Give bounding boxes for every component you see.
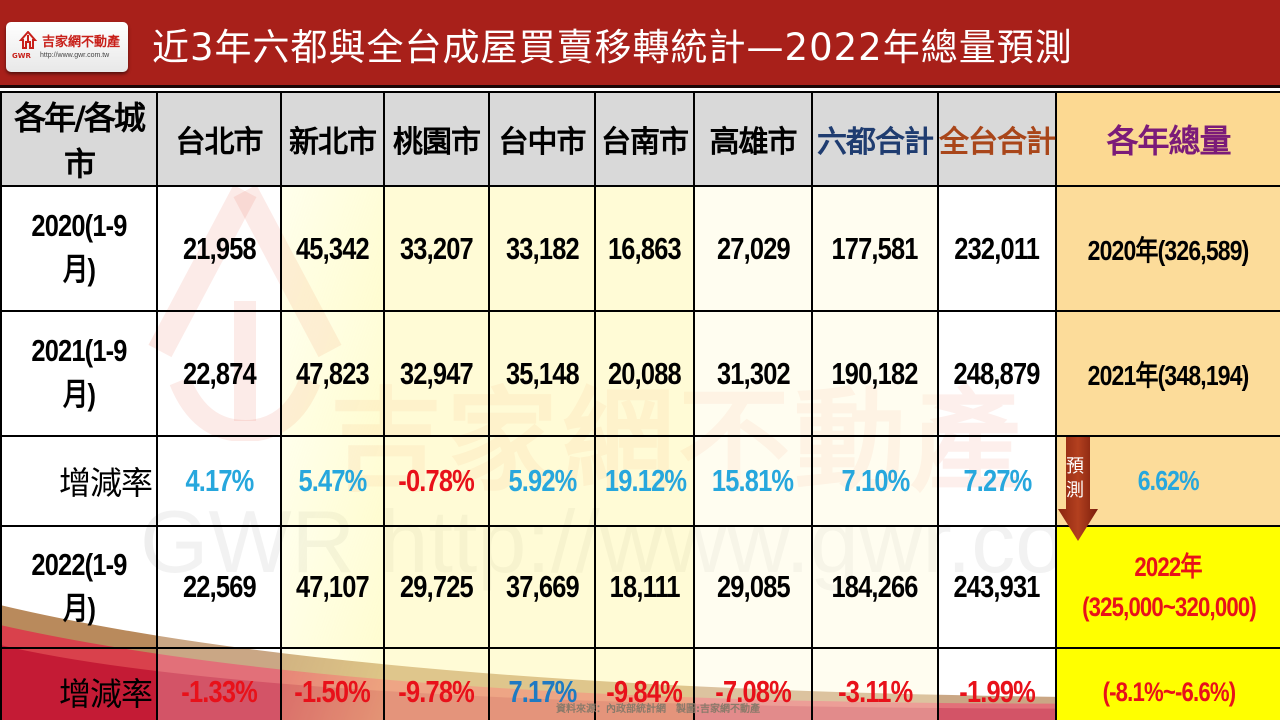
row-label: 增減率 xyxy=(0,647,158,720)
cell-new-taipei: 45,342 xyxy=(280,185,385,312)
cell-taipei: 21,958 xyxy=(156,185,282,312)
forecast-label: 預測 xyxy=(1066,456,1084,501)
table-row-change-rate: 增減率 4.17% 5.47% -0.78% 5.92% 19.12% 15.8… xyxy=(0,435,1280,527)
col-header-national-total: 全台合計 xyxy=(937,91,1057,187)
cell-six-total: -3.11% xyxy=(811,647,939,720)
cell-tainan: 16,863 xyxy=(594,185,695,312)
cell-taoyuan: 33,207 xyxy=(383,185,490,312)
cell-national-total: 7.27% xyxy=(937,435,1057,527)
cell-new-taipei: 47,107 xyxy=(280,525,385,649)
cell-taoyuan: 29,725 xyxy=(383,525,490,649)
title-bar: 吉家網不動產 GWR http://www.gwr.com.tw 近3年六都與全… xyxy=(0,0,1280,88)
cell-taipei: 4.17% xyxy=(156,435,282,527)
col-header-kaohsiung: 高雄市 xyxy=(693,91,813,187)
cell-taichung: 33,182 xyxy=(488,185,596,312)
cell-kaohsiung: 27,029 xyxy=(693,185,813,312)
col-header-six-cities-total: 六都合計 xyxy=(811,91,939,187)
logo-url: http://www.gwr.com.tw xyxy=(40,52,110,59)
cell-six-total: 7.10% xyxy=(811,435,939,527)
cell-national-total: -1.99% xyxy=(937,647,1057,720)
row-label: 2022(1-9月) xyxy=(0,525,158,649)
row-label: 2020(1-9月) xyxy=(0,185,158,312)
row-label: 增減率 xyxy=(0,435,158,527)
cell-taoyuan: -9.78% xyxy=(383,647,490,720)
cell-tainan: 20,088 xyxy=(594,310,695,437)
cell-taichung: 5.92% xyxy=(488,435,596,527)
cell-kaohsiung: 31,302 xyxy=(693,310,813,437)
cell-six-total: 190,182 xyxy=(811,310,939,437)
cell-national-total: 248,879 xyxy=(937,310,1057,437)
cell-kaohsiung: 29,085 xyxy=(693,525,813,649)
cell-taipei: 22,569 xyxy=(156,525,282,649)
cell-kaohsiung: 15.81% xyxy=(693,435,813,527)
cell-taipei: 22,874 xyxy=(156,310,282,437)
cell-annual-total: 2020年(326,589) xyxy=(1055,185,1280,312)
house-logo-icon xyxy=(18,31,38,49)
col-header-year-city: 各年/各城市 xyxy=(0,91,158,187)
cell-six-total: 177,581 xyxy=(811,185,939,312)
cell-annual-total-forecast: 2022年 (325,000~320,000) xyxy=(1055,525,1280,649)
cell-annual-total-change: (-8.1%~-6.6%) xyxy=(1055,647,1280,720)
data-table: 各年/各城市 台北市 新北市 桃園市 台中市 台南市 高雄市 六都合計 全台合計… xyxy=(0,91,1280,720)
cell-taichung: 37,669 xyxy=(488,525,596,649)
col-header-tainan: 台南市 xyxy=(594,91,695,187)
cell-taipei: -1.33% xyxy=(156,647,282,720)
row-label: 2021(1-9月) xyxy=(0,310,158,437)
cell-national-total: 232,011 xyxy=(937,185,1057,312)
col-header-taipei: 台北市 xyxy=(156,91,282,187)
cell-kaohsiung: -7.08% xyxy=(693,647,813,720)
col-header-taoyuan: 桃園市 xyxy=(383,91,490,187)
col-header-taichung: 台中市 xyxy=(488,91,596,187)
cell-new-taipei: -1.50% xyxy=(280,647,385,720)
logo: 吉家網不動產 GWR http://www.gwr.com.tw xyxy=(6,22,128,72)
cell-taichung: 7.17% xyxy=(488,647,596,720)
cell-new-taipei: 47,823 xyxy=(280,310,385,437)
cell-annual-total: 2021年(348,194) xyxy=(1055,310,1280,437)
cell-taichung: 35,148 xyxy=(488,310,596,437)
logo-name: 吉家網不動產 xyxy=(42,35,121,50)
cell-six-total: 184,266 xyxy=(811,525,939,649)
table-row: 2020(1-9月) 21,958 45,342 33,207 33,182 1… xyxy=(0,185,1280,312)
cell-tainan: -9.84% xyxy=(594,647,695,720)
header-row: 各年/各城市 台北市 新北市 桃園市 台中市 台南市 高雄市 六都合計 全台合計… xyxy=(0,91,1280,187)
col-header-annual-total: 各年總量 xyxy=(1055,91,1280,187)
cell-taoyuan: -0.78% xyxy=(383,435,490,527)
col-header-new-taipei: 新北市 xyxy=(280,91,385,187)
cell-new-taipei: 5.47% xyxy=(280,435,385,527)
cell-tainan: 19.12% xyxy=(594,435,695,527)
logo-abbr: GWR xyxy=(12,52,31,60)
cell-taoyuan: 32,947 xyxy=(383,310,490,437)
table-row: 2022(1-9月) 22,569 47,107 29,725 37,669 1… xyxy=(0,525,1280,649)
cell-national-total: 243,931 xyxy=(937,525,1057,649)
table-row-change-rate: 增減率 -1.33% -1.50% -9.78% 7.17% -9.84% -7… xyxy=(0,647,1280,720)
table-row: 2021(1-9月) 22,874 47,823 32,947 35,148 2… xyxy=(0,310,1280,437)
page-title: 近3年六都與全台成屋買賣移轉統計—2022年總量預測 xyxy=(152,26,1073,69)
data-source: 資料來源：內政部統計網 製圖:吉家網不動產 xyxy=(556,704,760,715)
cell-tainan: 18,111 xyxy=(594,525,695,649)
forecast-arrow-icon xyxy=(1058,437,1098,541)
